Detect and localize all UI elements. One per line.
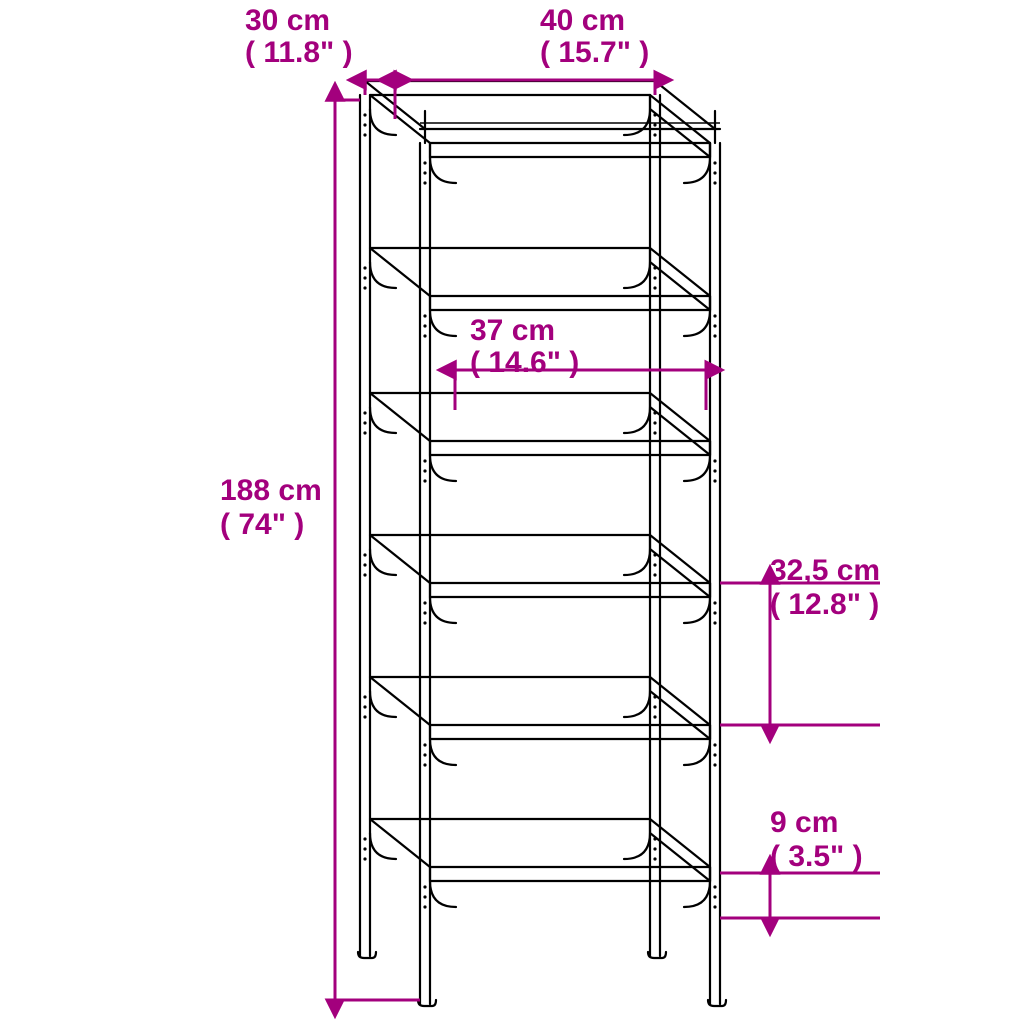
dim-width-in: ( 15.7" ) [540,36,649,69]
dim-foot-clearance: 9 cm( 3.5" ) [720,806,880,918]
dim-gap-in: ( 12.8" ) [770,588,879,621]
dim-depth-in: ( 11.8" ) [245,36,353,69]
dim-height-cm: 188 cm [220,474,322,507]
product-drawing [358,81,726,1006]
dim-depth-cm: 30 cm [245,4,330,37]
dim-foot-cm: 9 cm [770,806,838,839]
dim-width: 40 cm( 15.7" ) [395,4,655,119]
dim-height-in: ( 74" ) [220,508,304,541]
dim-inner-cm: 37 cm [470,314,555,347]
dim-gap-cm: 32,5 cm [770,554,880,587]
dim-depth: 30 cm( 11.8" ) [245,4,395,119]
dim-inner-in: ( 14.6" ) [470,346,579,379]
dim-inner-width: 37 cm( 14.6" ) [455,314,706,410]
dim-shelf-gap: 32,5 cm( 12.8" ) [720,554,880,725]
dim-width-cm: 40 cm [540,4,625,37]
dim-foot-in: ( 3.5" ) [770,840,863,873]
